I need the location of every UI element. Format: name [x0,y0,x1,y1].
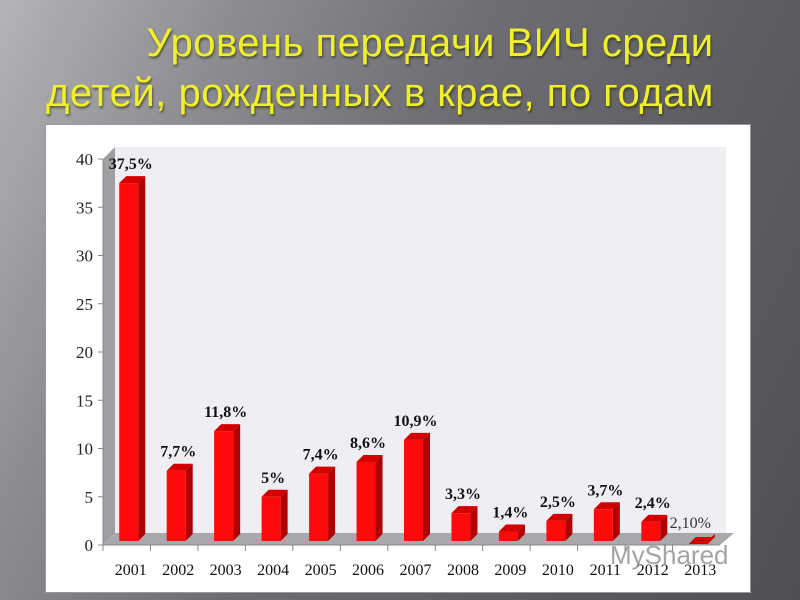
x-tick-label: 2005 [305,562,337,579]
bar-2005 [309,466,336,541]
bar-2004 [261,489,288,541]
x-tick-label: 2003 [210,562,242,579]
bar-2011 [593,502,620,541]
y-tick-label: 5 [85,488,94,507]
y-tick-label: 10 [76,440,93,459]
y-tick-label: 40 [76,150,93,169]
chart-side-wall [103,147,115,545]
data-label: 11,8% [204,404,247,421]
y-tick-label: 20 [76,343,93,362]
data-label: 8,6% [350,435,386,452]
data-label: 37,5% [109,156,153,173]
bar-2012 [641,514,668,541]
y-tick-label: 30 [76,247,93,266]
data-label: 7,7% [160,444,196,461]
bar-chart: 0 5 10 15 20 25 30 35 40 2001 37,5% 2002 7,7% 2003 11,… [76,147,734,579]
bar-2008 [451,506,478,541]
bar-2013 [688,534,715,545]
x-tick-label: 2013 [684,562,716,579]
x-tick-label: 2010 [542,562,574,579]
bar-2006 [356,455,383,541]
y-tick-label: 35 [76,198,93,217]
data-label: 1,4% [492,504,528,521]
data-label: 3,7% [587,482,623,499]
bar-2009 [498,524,525,541]
x-tick-label: 2011 [590,562,621,579]
data-label: 3,3% [445,486,481,503]
watermark: MyShared [610,540,729,570]
bar-2007 [404,432,430,541]
y-tick-label: 0 [85,536,94,555]
x-tick-label: 2004 [257,562,289,579]
x-tick-label: 2007 [400,562,432,579]
x-tick-label: 2012 [637,562,669,579]
x-tick-label: 2009 [494,562,526,579]
data-label: 2,5% [540,494,576,511]
x-tick-label: 2001 [115,562,147,579]
title-line-1: Уровень передачи ВИЧ среди [146,21,714,65]
data-label: 10,9% [394,413,438,430]
bar-2002 [166,463,193,541]
bar-2003 [214,424,241,541]
slide-title: Уровень передачи ВИЧ среди детей, рожден… [0,18,800,118]
bar-2010 [546,513,573,541]
bar-2001 [119,176,146,541]
data-label: 5% [261,470,285,487]
data-label: 2,4% [635,495,671,512]
chart-panel: 0 5 10 15 20 25 30 35 40 2001 37,5% 2002 7,7% 2003 11,… [45,124,751,593]
x-tick-label: 2008 [447,562,479,579]
data-label: 2,10% [670,515,711,532]
x-tick-label: 2006 [352,562,384,579]
y-tick-label: 25 [76,295,93,314]
x-tick-label: 2002 [162,562,194,579]
title-line-2: детей, рожденных в крае, по годам [46,71,714,115]
y-tick-label: 15 [76,391,93,410]
data-label: 7,4% [303,447,339,464]
chart-back-wall [115,147,726,533]
